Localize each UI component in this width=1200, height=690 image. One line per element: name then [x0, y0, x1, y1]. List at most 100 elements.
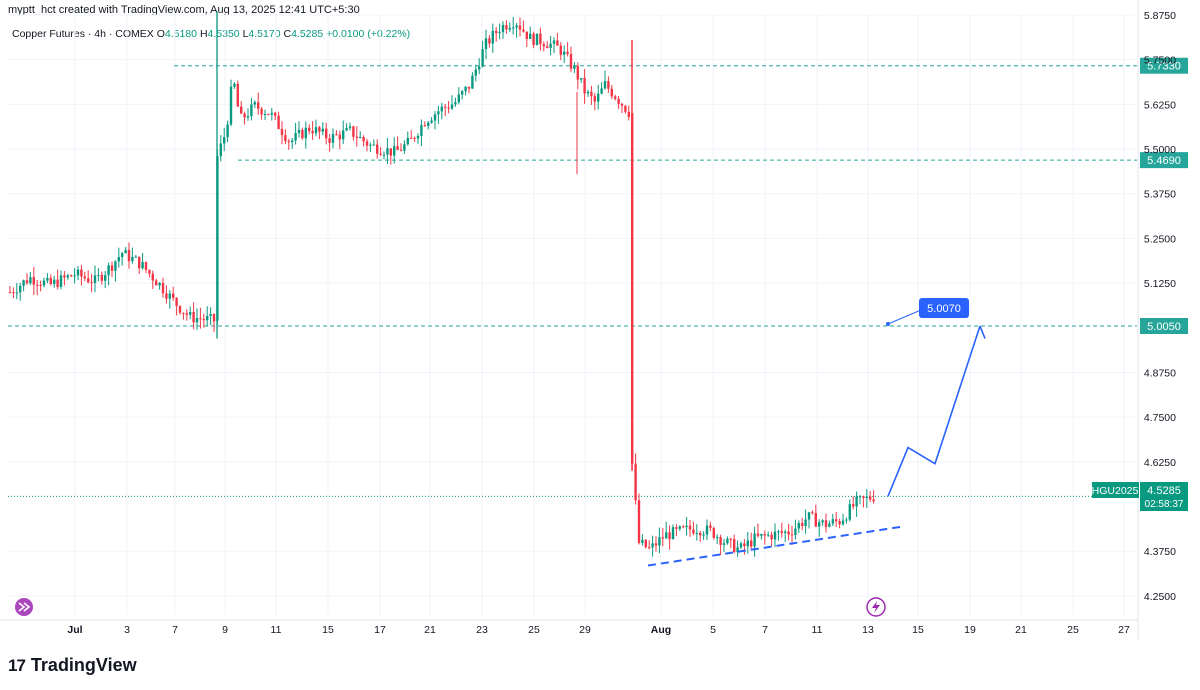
- candle-body: [634, 463, 637, 501]
- candle-body: [277, 115, 280, 130]
- candle-body: [865, 496, 868, 499]
- price-tick-label: 4.7500: [1144, 412, 1176, 424]
- candle-body: [665, 532, 668, 539]
- candle-body: [155, 280, 158, 286]
- annotation-label: 5.0070: [927, 303, 961, 315]
- candle-body: [73, 275, 76, 277]
- candle-body: [699, 532, 702, 536]
- tradingview-logo[interactable]: 17 TradingView: [8, 655, 137, 676]
- candle-body: [311, 130, 314, 134]
- candle-body: [25, 280, 29, 284]
- candle-body: [53, 279, 56, 284]
- candle-body: [369, 144, 372, 146]
- last-price-value: 4.5285: [1147, 485, 1181, 497]
- candle-body: [835, 519, 838, 522]
- candle-body: [267, 114, 270, 116]
- candle-body: [811, 512, 814, 514]
- annotation-5007[interactable]: 5.0070: [919, 298, 969, 318]
- candle-body: [739, 543, 743, 548]
- time-tick-label: 11: [271, 624, 282, 636]
- candle-body: [569, 53, 573, 69]
- level-tag: [1140, 152, 1188, 169]
- high-label: H: [199, 28, 208, 40]
- time-tick-label: 21: [424, 624, 436, 636]
- candle-body: [838, 521, 841, 525]
- candle-body: [8, 292, 12, 294]
- candle-body: [474, 69, 477, 76]
- last-price-tag: HGU2025 4.5285 02:58:37: [1092, 482, 1188, 511]
- candle-body: [420, 125, 423, 136]
- candle-body: [797, 523, 800, 529]
- candle-body: [702, 534, 705, 536]
- projection-arrowhead: [979, 325, 986, 339]
- price-axis[interactable]: 5.8750 5.7500 5.6250 5.5000 5.3750 5.2500 5.12…: [1144, 10, 1176, 603]
- candle-body: [862, 496, 865, 499]
- candle-body: [314, 127, 318, 134]
- candle-body: [692, 529, 695, 534]
- candle-body: [416, 135, 420, 139]
- candle-body: [549, 43, 552, 48]
- candle-body: [566, 51, 569, 54]
- time-tick-label: 13: [862, 624, 874, 636]
- candle-body: [199, 318, 202, 320]
- candle-body: [365, 141, 369, 146]
- candle-body: [651, 543, 654, 548]
- candle-body: [335, 134, 338, 136]
- candle-body: [627, 111, 630, 117]
- candle-body: [260, 108, 263, 115]
- candle-body: [66, 275, 69, 278]
- candle-body: [484, 38, 488, 50]
- candle-body: [233, 83, 236, 87]
- candle-body: [362, 137, 365, 142]
- candle-body: [134, 256, 137, 258]
- candle-body: [705, 525, 709, 535]
- candle-body: [688, 525, 692, 530]
- candle-body: [559, 45, 562, 55]
- candle-body: [107, 265, 110, 276]
- candle-body: [148, 269, 151, 274]
- candle-body: [535, 33, 539, 46]
- candle-body: [821, 520, 824, 523]
- candle-body: [97, 274, 100, 276]
- candle-body: [63, 275, 66, 278]
- candle-body: [529, 33, 532, 39]
- candle-body: [675, 527, 678, 529]
- candle-body: [525, 31, 528, 39]
- time-tick-label: Jul: [67, 624, 82, 636]
- time-tick-label: 27: [1118, 624, 1130, 636]
- price-tick-label: 5.1250: [1144, 278, 1176, 290]
- candle-body: [178, 306, 182, 313]
- replay-icon[interactable]: [15, 598, 33, 616]
- candle-body: [430, 120, 433, 123]
- close-value: 4.5285: [291, 28, 324, 40]
- candle-body: [743, 543, 746, 547]
- candle-body: [869, 496, 872, 500]
- candle-body: [325, 128, 328, 139]
- candle-body: [848, 504, 851, 520]
- brand-name: TradingView: [30, 655, 137, 675]
- candle-body: [709, 525, 712, 528]
- candle-body: [495, 30, 498, 34]
- candle-body: [274, 112, 277, 116]
- candle-body: [345, 127, 348, 131]
- annotation-connector: [887, 309, 922, 325]
- candle-body: [447, 107, 450, 109]
- candle-body: [121, 253, 124, 258]
- price-tick-label: 4.6250: [1144, 457, 1176, 469]
- candle-body: [818, 522, 821, 527]
- level-tag: [1140, 318, 1188, 334]
- time-axis[interactable]: Jul 3 7 9 11 15 17 21 23 25 29 Aug 5 7 11 13 15 19 21 25 27: [67, 624, 1130, 636]
- symbol-label[interactable]: Copper Futures · 4h · COMEX: [12, 28, 154, 40]
- candle-body: [488, 38, 491, 44]
- candle-body: [144, 262, 148, 270]
- candle-body: [263, 114, 267, 116]
- open-value: 4.5180: [164, 28, 198, 40]
- flash-icon[interactable]: [866, 597, 886, 617]
- level-tag-label: 5.4690: [1147, 155, 1181, 167]
- candle-body: [19, 285, 22, 293]
- candle-body: [763, 534, 766, 536]
- candle-body: [427, 122, 430, 126]
- candle-body: [297, 129, 301, 134]
- candle-body: [131, 256, 134, 262]
